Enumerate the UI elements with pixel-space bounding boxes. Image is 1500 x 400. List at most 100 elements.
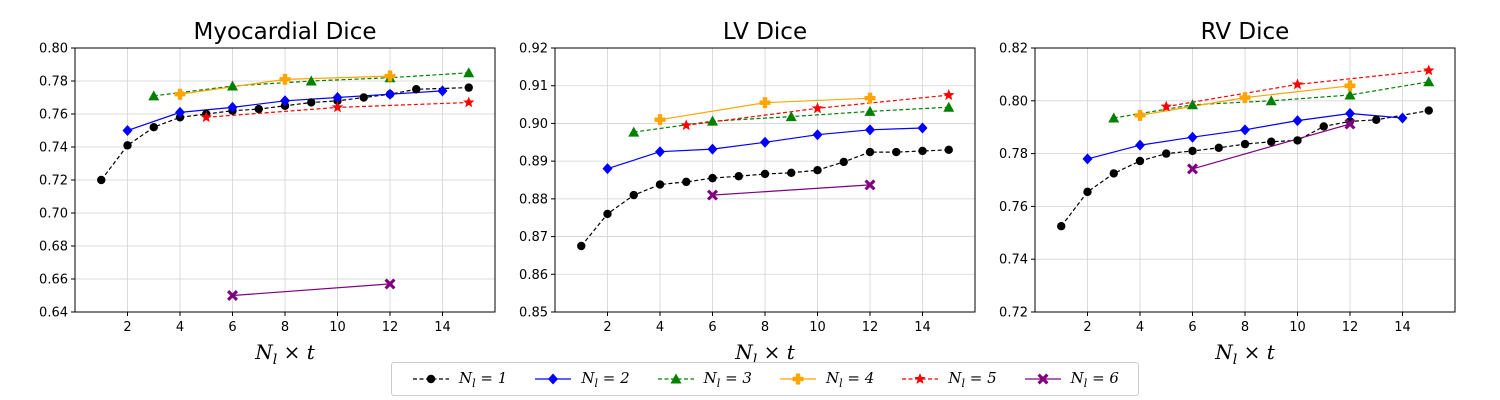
- data-point-nl1: [1424, 106, 1433, 115]
- legend-item-nl1: Nl = 1: [411, 369, 507, 390]
- legend: Nl = 1 Nl = 2 Nl = 3 Nl = 4 Nl = 5 Nl = …: [391, 362, 1139, 396]
- x-tick-label: 10: [1289, 320, 1306, 335]
- data-point-nl2: [385, 88, 395, 100]
- data-point-nl2: [1082, 153, 1093, 165]
- data-point-nl5: [1291, 78, 1304, 90]
- data-point-nl1: [865, 147, 875, 157]
- panel-2: 0.85 0.86 0.87 0.88 0.89 0.90 0.91 0.92 2 4 6 8 10 12…: [519, 19, 976, 368]
- y-tick-label: 0.85: [519, 306, 548, 321]
- legend-marker-5: [902, 373, 939, 384]
- data-point-nl1: [839, 157, 848, 167]
- data-point-nl5: [680, 119, 692, 131]
- x-tick-label: 12: [382, 320, 399, 335]
- data-point-nl2: [655, 146, 665, 158]
- data-point-nl1: [1267, 137, 1276, 146]
- y-tick-label: 0.88: [519, 192, 548, 207]
- data-point-nl1: [123, 141, 132, 150]
- y-tick-label: 0.80: [999, 94, 1028, 109]
- data-point-nl5: [943, 89, 955, 100]
- data-point-nl1: [629, 190, 638, 200]
- data-point-nl3: [707, 115, 718, 126]
- data-point-nl3: [305, 75, 317, 86]
- data-point-nl3: [1265, 95, 1277, 106]
- data-point-nl1: [577, 241, 586, 251]
- data-point-nl1: [655, 180, 665, 189]
- legend-item-nl2: Nl = 2: [533, 368, 630, 390]
- data-point-nl2: [122, 125, 133, 136]
- data-point-nl3: [943, 101, 955, 112]
- data-point-nl3: [864, 105, 876, 116]
- data-point-nl3: [148, 90, 160, 101]
- data-point-nl5: [200, 111, 212, 123]
- data-point-nl4: [1134, 109, 1146, 121]
- legend-marker-shape: [914, 373, 927, 384]
- y-tick-label: 0.74: [39, 141, 68, 156]
- legend-label-4: Nl = 4: [825, 368, 875, 390]
- x-tick-label: 6: [228, 320, 236, 335]
- legend-marker-6: [1024, 373, 1061, 385]
- legend-item-nl4: Nl = 4: [778, 369, 874, 390]
- y-tick-label: 0.86: [519, 268, 548, 283]
- legend-marker-shape: [792, 373, 804, 385]
- data-point-nl2: [812, 129, 823, 141]
- x-axis-label: Nl × t: [254, 340, 315, 368]
- chart-title: Myocardial Dice: [193, 19, 376, 45]
- y-tick-label: 0.92: [519, 42, 548, 57]
- data-point-nl6: [384, 278, 396, 290]
- data-point-nl1: [734, 172, 743, 181]
- chart-title: RV Dice: [1201, 19, 1290, 45]
- legend-label-1: Nl = 1: [459, 368, 508, 390]
- data-point-nl1: [1162, 149, 1171, 158]
- data-point-nl2: [332, 92, 343, 103]
- data-point-nl4: [759, 97, 771, 109]
- x-tick-label: 4: [176, 320, 184, 335]
- legend-marker-3: [657, 373, 694, 384]
- legend-marker-4: [779, 373, 816, 385]
- data-point-nl1: [813, 165, 822, 175]
- data-point-nl5: [1423, 64, 1435, 76]
- series-line-nl1: [100, 87, 469, 181]
- series-line-nl1: [1060, 110, 1429, 227]
- data-point-nl2: [1397, 112, 1408, 124]
- data-point-nl1: [307, 98, 316, 107]
- x-tick-label: 12: [1342, 320, 1359, 335]
- data-point-nl6: [707, 189, 718, 201]
- legend-marker-shape: [670, 373, 682, 384]
- x-tick-label: 2: [603, 320, 611, 335]
- series-line-nl6: [232, 283, 391, 297]
- data-point-nl2: [175, 106, 185, 118]
- data-point-nl1: [97, 175, 106, 185]
- data-point-nl4: [279, 73, 291, 85]
- data-point-nl5: [1160, 100, 1172, 112]
- data-point-nl1: [892, 147, 901, 157]
- data-point-nl1: [149, 123, 158, 132]
- series-line-nl1: [580, 149, 949, 247]
- legend-item-nl6: Nl = 6: [1023, 369, 1119, 390]
- y-tick-label: 0.64: [39, 306, 68, 321]
- data-point-nl3: [1344, 89, 1356, 100]
- data-point-nl2: [1292, 115, 1303, 127]
- data-point-nl5: [463, 96, 475, 108]
- x-axis-label: Nl × t: [734, 340, 795, 368]
- x-tick-label: 14: [1394, 320, 1411, 335]
- data-point-nl1: [760, 169, 770, 179]
- data-point-nl2: [1240, 124, 1250, 136]
- legend-marker-shape: [548, 373, 559, 385]
- legend-item-nl3: Nl = 3: [656, 369, 752, 390]
- data-point-nl2: [227, 101, 238, 113]
- data-point-nl2: [1135, 139, 1145, 151]
- data-point-nl3: [1187, 99, 1198, 110]
- data-point-nl3: [227, 80, 238, 91]
- legend-marker-2: [535, 373, 572, 385]
- y-tick-label: 0.89: [519, 155, 548, 170]
- y-tick-label: 0.78: [999, 147, 1028, 162]
- x-tick-label: 2: [123, 320, 131, 335]
- y-tick-label: 0.87: [519, 230, 548, 245]
- data-point-nl2: [760, 136, 770, 148]
- x-tick-label: 10: [809, 320, 826, 335]
- legend-label-3: Nl = 3: [703, 368, 752, 390]
- x-tick-label: 4: [1136, 320, 1144, 335]
- legend-label-2: Nl = 2: [581, 368, 630, 390]
- legend-label-6: Nl = 6: [1070, 368, 1119, 390]
- data-point-nl1: [412, 85, 421, 94]
